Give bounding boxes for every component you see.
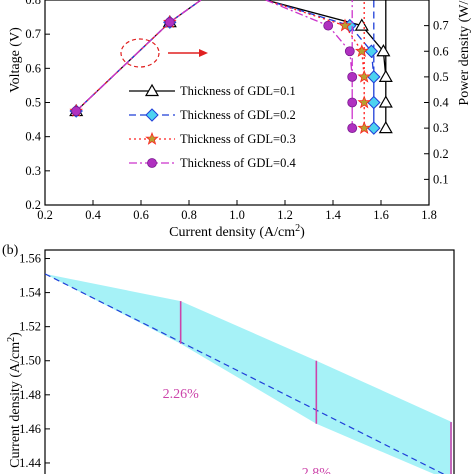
panel-a-x-axis-label: Current density (A/cm2) — [169, 223, 305, 240]
x-tick-label-a: 1.2 — [277, 208, 293, 222]
circle-marker — [164, 17, 175, 28]
y2-tick-label-a: 0.7 — [433, 19, 449, 33]
diamond-marker — [367, 121, 381, 135]
highlight-ellipse — [120, 38, 160, 68]
star-marker — [338, 18, 352, 32]
panel-b-label: (b) — [2, 243, 19, 258]
circle-marker — [344, 46, 355, 57]
panel-b-plot-frame — [44, 249, 455, 474]
star-marker — [357, 120, 371, 134]
y2-tick-label-a: 0.2 — [433, 147, 449, 161]
x-tick-label-a: 0.6 — [133, 208, 149, 222]
x-tick-label-a: 1.4 — [325, 208, 341, 222]
circle-marker — [347, 123, 358, 134]
x-tick-label-a: 0.8 — [181, 208, 197, 222]
direction-arrow-head — [199, 49, 208, 57]
panel-a: Current density (A/cm2) Voltage (V) Powe… — [8, 0, 472, 240]
y2-tick-label-a: 0.5 — [433, 70, 449, 84]
y-tick-label-b: 1.44 — [19, 456, 42, 470]
y-tick-label-b: 1.48 — [19, 388, 41, 402]
series-group — [71, 0, 358, 134]
y-tick-label-b: 1.52 — [19, 320, 41, 334]
y-tick-label-a: 0.8 — [25, 0, 41, 7]
x-tick-label-a: 0.4 — [85, 208, 101, 222]
circle-marker — [323, 20, 334, 31]
variation-annotation: 2.26% — [163, 387, 200, 402]
polarization-curve — [75, 0, 202, 112]
legend-label: Thickness of GDL=0.2 — [180, 108, 296, 122]
circle-marker — [71, 106, 82, 116]
panel-a-y-axis-label: Voltage (V) — [8, 27, 23, 93]
y-tick-label-a: 0.6 — [25, 61, 41, 75]
legend: Thickness of GDL=0.1 Thickness of GDL=0.2… — [129, 83, 296, 170]
panel-a-y2-axis-label: Power density (W/c — [457, 0, 472, 106]
uncertainty-band — [45, 273, 452, 474]
legend-label: Thickness of GDL=0.1 — [180, 84, 296, 98]
legend-label: Thickness of GDL=0.4 — [180, 156, 296, 170]
star-marker — [145, 131, 159, 145]
legend-label: Thickness of GDL=0.3 — [180, 132, 296, 146]
y-tick-label-b: 1.54 — [19, 286, 42, 300]
x-tick-label-a: 0.2 — [37, 208, 53, 222]
series-clip — [71, 0, 358, 134]
triangle-marker — [378, 120, 393, 134]
y2-tick-label-a: 0.1 — [433, 172, 449, 186]
y2-tick-label-a: 0.3 — [433, 121, 449, 135]
variation-annotation: 2.8% — [302, 466, 332, 474]
diamond-marker — [367, 95, 381, 110]
y2-tick-label-a: 0.6 — [433, 44, 449, 58]
panel-b: (b) Current density (A/cm2) 1.44 1.46 1.48… — [2, 243, 455, 474]
triangle-marker — [378, 95, 393, 108]
mean-line — [44, 273, 445, 474]
triangle-marker — [144, 83, 160, 97]
star-marker — [355, 44, 369, 58]
x-tick-label-a: 1.0 — [229, 208, 245, 222]
x-tick-label-a: 1.8 — [421, 208, 437, 222]
triangle-marker — [378, 69, 393, 82]
y2-tick-label-a: 0.4 — [433, 96, 449, 110]
y-tick-label-a: 0.5 — [25, 96, 41, 110]
y-tick-label-a: 0.3 — [25, 164, 41, 178]
y-tick-label-a: 0.2 — [25, 198, 41, 212]
diamond-marker — [145, 108, 159, 122]
x-tick-label-a: 1.6 — [373, 208, 389, 222]
y-tick-label-a: 0.4 — [25, 130, 41, 144]
y-tick-label-b: 1.56 — [19, 252, 41, 266]
y-tick-label-b: 1.50 — [19, 354, 41, 368]
y-tick-label-b: 1.46 — [19, 422, 41, 436]
diamond-marker — [367, 70, 381, 84]
panel-b-y-axis-label: Current density (A/cm2) — [6, 332, 23, 468]
circle-marker — [347, 97, 358, 108]
circle-marker — [147, 158, 157, 168]
triangle-marker — [376, 44, 391, 57]
star-marker — [357, 69, 371, 83]
star-marker — [357, 95, 371, 109]
circle-marker — [347, 71, 358, 82]
y-tick-label-a: 0.7 — [25, 27, 41, 41]
